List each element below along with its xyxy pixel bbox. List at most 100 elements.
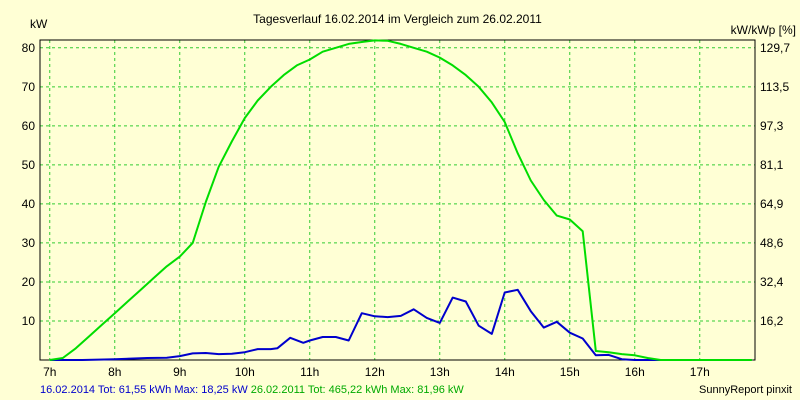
axes: 10 16,2 20 32,4 30 48,6 40 64,9 50 81,1 60 97,3 70 11…	[22, 41, 791, 379]
x-tick-label: 16h	[625, 365, 645, 379]
series-point-2	[569, 218, 571, 221]
series-point-1	[270, 348, 272, 350]
series-point-1	[621, 358, 623, 360]
series-point-1	[244, 351, 246, 353]
series-point-2	[608, 351, 610, 353]
series-point-2	[127, 300, 129, 303]
series-point-1	[582, 337, 584, 340]
y-tick-label-right: 16,2	[760, 314, 784, 328]
series-point-1	[413, 308, 415, 310]
x-tick-label: 10h	[235, 365, 255, 379]
series-point-2	[478, 86, 480, 88]
plot-frame	[39, 39, 756, 361]
series-point-1	[289, 337, 291, 339]
series-point-2	[153, 277, 155, 279]
series-point-2	[335, 47, 337, 49]
x-tick-label: 15h	[560, 365, 580, 379]
series-point-2	[452, 64, 454, 66]
series-point-2	[530, 179, 532, 182]
series-point-1	[400, 315, 402, 317]
series-point-2	[387, 40, 389, 42]
series-point-1	[179, 355, 181, 357]
series-point-1	[146, 357, 148, 359]
series-point-2	[582, 230, 584, 232]
y-tick-label-right: 48,6	[760, 236, 784, 250]
series-point-2	[218, 166, 220, 168]
series-point-2	[491, 101, 493, 103]
series-point-2	[296, 64, 298, 66]
series-point-2	[283, 74, 285, 76]
grid	[40, 40, 755, 360]
series-point-1	[452, 297, 454, 299]
series-point-2	[634, 354, 636, 356]
series-point-2	[439, 57, 441, 59]
series-point-1	[647, 359, 649, 361]
series-point-1	[257, 348, 259, 350]
series-point-2	[712, 359, 714, 361]
series-point-2	[101, 324, 103, 326]
series-layer	[49, 39, 753, 361]
series-point-1	[81, 359, 83, 361]
y-tick-label-right: 64,9	[760, 197, 784, 211]
series-line-1	[49, 288, 752, 361]
x-tick-label: 13h	[430, 365, 450, 379]
y-axis-label-left: kW	[30, 17, 48, 31]
series-point-2	[257, 99, 259, 102]
series-point-1	[439, 322, 441, 324]
series-point-1	[302, 342, 304, 344]
y-tick-label-left: 50	[22, 158, 36, 172]
series-point-1	[465, 300, 467, 303]
series-point-1	[218, 353, 220, 355]
series-point-1	[504, 291, 506, 294]
series-point-2	[192, 242, 194, 244]
series-2-summary: 26.02.2011 Tot: 465,22 kWh Max: 81,96 kW	[250, 384, 464, 396]
y-tick-label-right: 97,3	[760, 119, 784, 133]
y-tick-label-left: 10	[22, 314, 36, 328]
series-point-1	[348, 339, 350, 342]
y-tick-label-left: 20	[22, 275, 36, 289]
chart-title: Tagesverlauf 16.02.2014 im Vergleich zum…	[253, 12, 542, 26]
y-tick-label-left: 30	[22, 236, 36, 250]
series-point-2	[49, 359, 51, 361]
series-point-2	[374, 39, 376, 42]
x-tick-label: 11h	[300, 365, 319, 379]
y-tick-label-left: 80	[22, 41, 36, 55]
y-tick-label-right: 113,5	[760, 80, 789, 94]
footer-summary: 16.02.2014 Tot: 61,55 kWh Max: 18,25 kW …	[40, 384, 464, 396]
series-point-1	[276, 347, 278, 349]
series-point-1	[205, 352, 207, 354]
series-point-2	[179, 256, 181, 258]
series-point-1	[387, 316, 389, 318]
series-point-1	[543, 327, 545, 329]
series-point-2	[556, 215, 558, 217]
series-point-2	[270, 86, 272, 88]
series-point-2	[595, 350, 597, 352]
series-point-1	[634, 359, 636, 361]
series-point-2	[725, 359, 727, 361]
series-point-2	[114, 312, 116, 314]
series-point-1	[569, 332, 571, 334]
series-point-2	[504, 121, 506, 123]
series-point-2	[140, 289, 142, 291]
series-line-2	[49, 39, 752, 361]
x-tick-label: 12h	[365, 365, 385, 379]
series-point-2	[660, 359, 662, 361]
series-point-2	[517, 152, 519, 154]
x-tick-label: 9h	[173, 365, 186, 379]
y-tick-label-right: 32,4	[760, 275, 784, 289]
y-tick-label-right: 81,1	[760, 158, 784, 172]
series-point-1	[374, 315, 376, 317]
x-tick-label: 7h	[43, 365, 56, 379]
series-point-1	[608, 354, 610, 356]
series-point-1	[530, 310, 532, 312]
y-axis-label-right: kW/kWp [%]	[731, 23, 796, 37]
series-point-2	[426, 51, 428, 53]
series-point-2	[621, 353, 623, 355]
series-point-1	[335, 336, 337, 338]
y-tick-label-left: 60	[22, 119, 36, 133]
y-tick-label-left: 70	[22, 80, 36, 94]
series-point-2	[738, 359, 740, 361]
series-1-summary: 16.02.2014 Tot: 61,55 kWh Max: 18,25 kW	[40, 384, 248, 396]
series-point-1	[322, 336, 324, 338]
